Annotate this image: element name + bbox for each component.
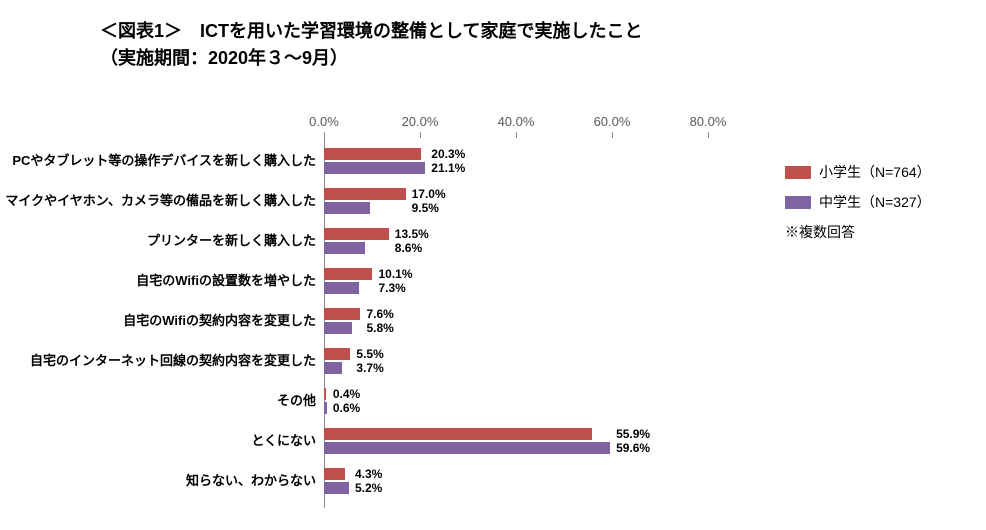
legend-swatch-junior-high bbox=[785, 196, 811, 209]
category-label: 自宅のWifiの契約内容を変更した bbox=[0, 314, 324, 328]
bar-junior-high bbox=[324, 162, 425, 174]
value-label: 5.5% bbox=[356, 348, 383, 360]
value-label: 55.9% bbox=[616, 428, 650, 440]
value-label: 59.6% bbox=[616, 442, 650, 454]
bar-elementary bbox=[324, 388, 326, 400]
value-label: 8.6% bbox=[395, 242, 422, 254]
bar-junior-high bbox=[324, 362, 342, 374]
value-label: 21.1% bbox=[431, 162, 465, 174]
value-label: 3.7% bbox=[356, 362, 383, 374]
legend-label-junior-high: 中学生（N=327） bbox=[819, 192, 931, 212]
legend-item-elementary: 小学生（N=764） bbox=[785, 162, 931, 182]
category-label: 自宅のインターネット回線の契約内容を変更した bbox=[0, 354, 324, 368]
category-label: PCやタブレット等の操作デバイスを新しく購入した bbox=[0, 154, 324, 168]
chart-area: 0.0% 20.0% 40.0% 60.0% 80.0% PCやタブレット等の操作デバイ… bbox=[0, 100, 986, 520]
bar-elementary bbox=[324, 148, 421, 160]
category-label: 自宅のWifiの設置数を増やした bbox=[0, 274, 324, 288]
bar-junior-high bbox=[324, 202, 370, 214]
x-tick-label: 60.0% bbox=[594, 114, 631, 129]
x-tick-label: 80.0% bbox=[690, 114, 727, 129]
category-label: プリンターを新しく購入した bbox=[0, 234, 324, 248]
bar-junior-high bbox=[324, 242, 365, 254]
chart-title: ＜図表1＞ ICTを用いた学習環境の整備として家庭で実施したこと （実施期間：2… bbox=[100, 18, 642, 72]
bar-elementary bbox=[324, 468, 345, 480]
x-tick-label: 20.0% bbox=[402, 114, 439, 129]
bar-junior-high bbox=[324, 402, 327, 414]
legend-note: ※複数回答 bbox=[785, 222, 931, 242]
bar-junior-high bbox=[324, 442, 610, 454]
legend-label-elementary: 小学生（N=764） bbox=[819, 162, 931, 182]
value-label: 5.8% bbox=[366, 322, 393, 334]
bar-junior-high bbox=[324, 282, 359, 294]
bar-junior-high bbox=[324, 482, 349, 494]
value-label: 9.5% bbox=[412, 202, 439, 214]
bar-elementary bbox=[324, 428, 592, 440]
category-label: その他 bbox=[0, 394, 324, 408]
plot-region: PCやタブレット等の操作デバイスを新しく購入した20.3%21.1%マイクやイヤ… bbox=[324, 138, 804, 508]
category-label: マイクやイヤホン、カメラ等の備品を新しく購入した bbox=[0, 194, 324, 208]
legend-item-junior-high: 中学生（N=327） bbox=[785, 192, 931, 212]
value-label: 0.6% bbox=[333, 402, 360, 414]
value-label: 13.5% bbox=[395, 228, 429, 240]
bar-junior-high bbox=[324, 322, 352, 334]
value-label: 7.6% bbox=[366, 308, 393, 320]
value-label: 7.3% bbox=[378, 282, 405, 294]
x-tick-label: 0.0% bbox=[309, 114, 339, 129]
value-label: 0.4% bbox=[333, 388, 360, 400]
legend: 小学生（N=764） 中学生（N=327） ※複数回答 bbox=[785, 162, 931, 242]
value-label: 4.3% bbox=[355, 468, 382, 480]
x-tick-label: 40.0% bbox=[498, 114, 535, 129]
value-label: 17.0% bbox=[412, 188, 446, 200]
bar-elementary bbox=[324, 268, 372, 280]
bar-elementary bbox=[324, 228, 389, 240]
chart-title-line2: （実施期間：2020年３～9月） bbox=[100, 45, 642, 72]
x-axis: 0.0%20.0%40.0%60.0%80.0% bbox=[324, 114, 804, 134]
legend-swatch-elementary bbox=[785, 166, 811, 179]
bar-elementary bbox=[324, 348, 350, 360]
value-label: 10.1% bbox=[378, 268, 412, 280]
category-label: とくにない bbox=[0, 434, 324, 448]
bar-elementary bbox=[324, 188, 406, 200]
category-label: 知らない、わからない bbox=[0, 474, 324, 488]
figure-1: { "title": { "line1": "＜図表1＞ ICTを用いた学習環境… bbox=[0, 0, 986, 530]
value-label: 20.3% bbox=[431, 148, 465, 160]
bar-elementary bbox=[324, 308, 360, 320]
chart-title-line1: ＜図表1＞ ICTを用いた学習環境の整備として家庭で実施したこと bbox=[100, 18, 642, 45]
value-label: 5.2% bbox=[355, 482, 382, 494]
